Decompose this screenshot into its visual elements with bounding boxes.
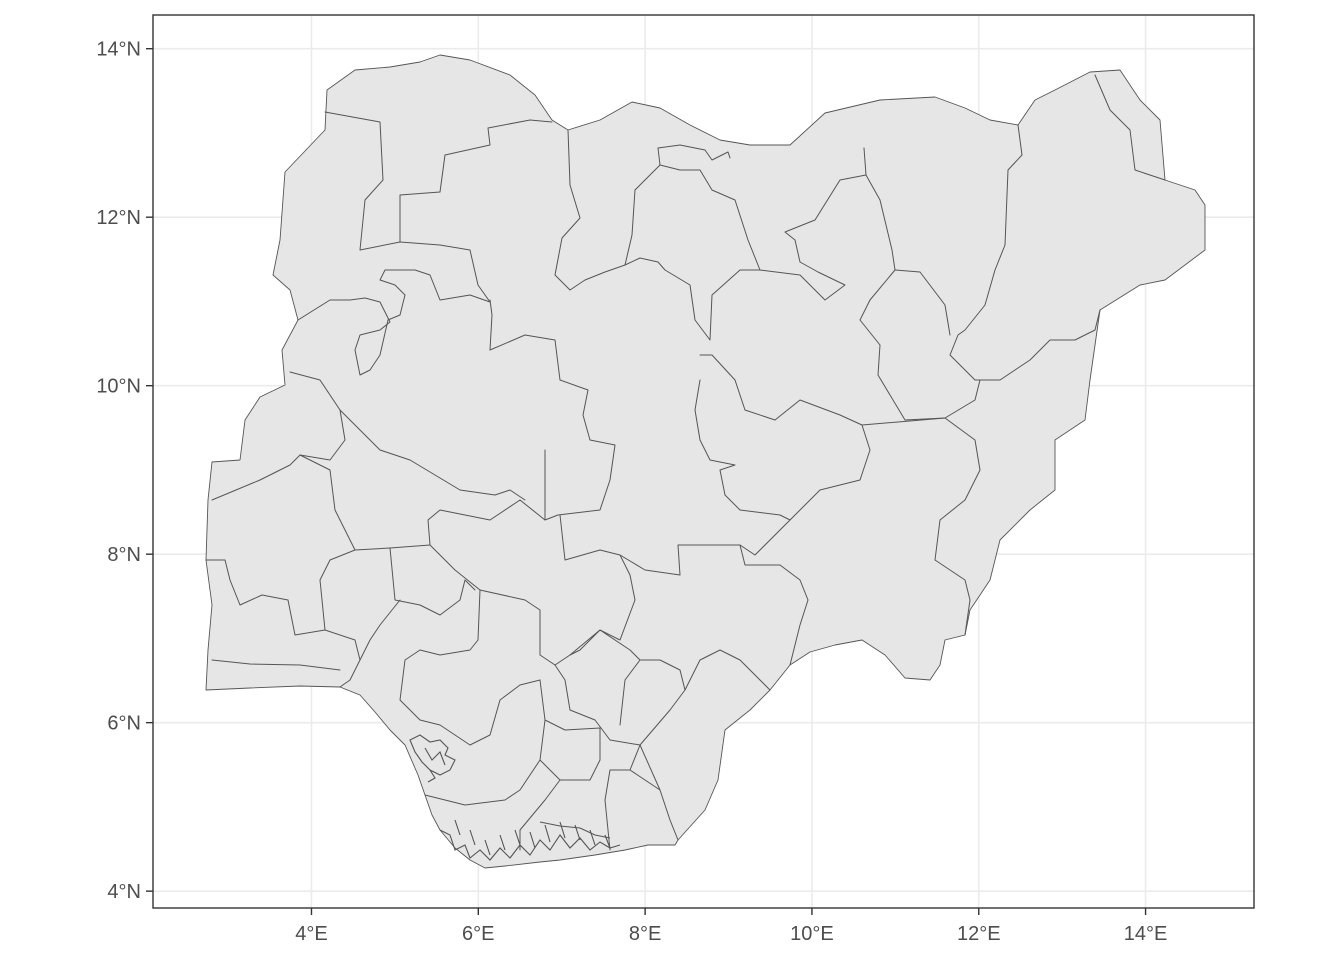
- country-outline: [205, 54, 1206, 869]
- x-tick-label: 10°E: [790, 923, 834, 945]
- nigeria-states: [205, 54, 1206, 869]
- delta-creeks: [409, 734, 621, 861]
- y-tick-label: 14°N: [96, 39, 141, 61]
- x-axis: 4°E 6°E 8°E 10°E 12°E 14°E: [295, 908, 1167, 945]
- state-boundaries: [205, 74, 1166, 851]
- x-tick-label: 8°E: [629, 923, 661, 945]
- x-tick-label: 12°E: [957, 923, 1001, 945]
- panel-border: [152, 14, 1255, 909]
- y-tick-label: 10°N: [96, 376, 141, 398]
- x-tick-label: 14°E: [1124, 923, 1168, 945]
- y-axis: 4°N 6°N 8°N 10°N 12°N 14°N: [96, 39, 153, 903]
- x-tick-label: 6°E: [462, 923, 494, 945]
- y-tick-label: 6°N: [107, 713, 141, 735]
- y-tick-label: 8°N: [107, 544, 141, 566]
- y-tick-label: 4°N: [107, 881, 141, 903]
- x-tick-label: 4°E: [295, 923, 327, 945]
- y-tick-label: 12°N: [96, 207, 141, 229]
